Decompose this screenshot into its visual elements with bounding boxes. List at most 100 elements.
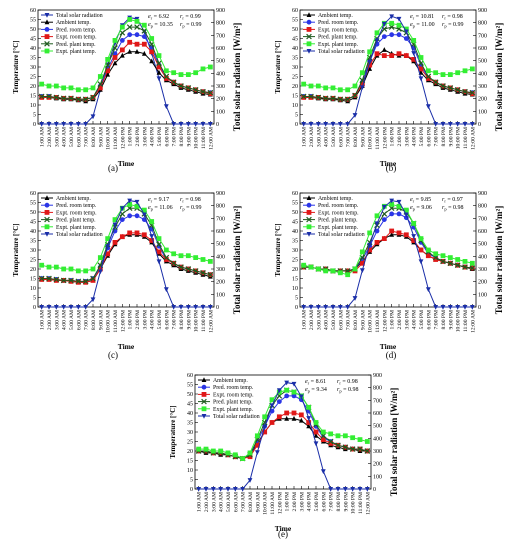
x-tick-label: 10:00 AM [106, 310, 112, 333]
data-point [367, 59, 373, 65]
legend-label: Expt. plant temp. [56, 225, 96, 231]
data-point [247, 450, 253, 456]
data-point [193, 305, 199, 310]
y-tick-label: 15 [30, 277, 36, 283]
y-tick-label: 50 [30, 210, 36, 216]
data-point [44, 210, 50, 215]
data-point [185, 85, 192, 91]
y2-tick-label: 0 [478, 122, 481, 128]
data-point [83, 279, 89, 285]
y-tick-label: 15 [30, 94, 36, 100]
data-point [291, 381, 297, 387]
data-point [306, 416, 312, 421]
data-point [411, 57, 417, 62]
x-tick-label: 1:00 PM [390, 310, 396, 329]
data-point [193, 70, 199, 76]
x-tick-label: 12:00 AM [470, 310, 476, 333]
stat-value: 10.35 [159, 22, 173, 28]
data-point [112, 45, 118, 51]
data-point [403, 53, 409, 58]
data-point [381, 204, 387, 210]
data-point [301, 305, 307, 310]
data-point [149, 36, 155, 41]
data-point [469, 91, 475, 96]
data-point [97, 269, 103, 275]
data-point [345, 305, 351, 310]
data-point [201, 392, 207, 397]
data-point [112, 55, 118, 60]
data-point [381, 211, 388, 217]
x-tick-label: 1:00 AM [302, 127, 308, 147]
data-point [357, 437, 363, 442]
data-point [112, 51, 118, 57]
data-point [97, 74, 103, 79]
data-point [389, 232, 395, 237]
chart-panel-d: 0510152025303540455055600100200300400500… [274, 191, 504, 360]
data-point [322, 95, 329, 102]
data-point [389, 202, 395, 207]
data-point [53, 83, 59, 89]
x-tick-label: 11:00 AM [270, 492, 276, 515]
data-point [68, 277, 74, 284]
y2-tick-label: 600 [478, 46, 487, 52]
series-line [41, 234, 211, 283]
data-point [284, 393, 290, 399]
x-tick-label: 6:00 PM [426, 127, 432, 146]
data-point [425, 68, 431, 74]
data-point [201, 398, 207, 405]
data-point [411, 38, 417, 43]
data-point [313, 420, 319, 425]
legend-label: Pred. plant temp. [318, 35, 358, 41]
data-point [367, 242, 373, 248]
y-axis-title: Temperature [°C] [12, 223, 20, 276]
y-tick-label: 10 [292, 103, 298, 109]
panel-caption: (c) [108, 350, 118, 360]
data-point [403, 36, 409, 41]
data-point [149, 219, 155, 224]
x-tick-label: 4:00 PM [412, 127, 418, 146]
legend-label: Total solar radiation [318, 49, 365, 55]
data-point [381, 47, 387, 52]
x-tick-label: 5:00 PM [419, 127, 425, 146]
data-point [61, 266, 67, 272]
y2-tick-label: 800 [216, 21, 225, 27]
data-point [134, 213, 140, 219]
data-point [440, 122, 446, 127]
data-point [440, 72, 446, 77]
stat-value: 9.85 [421, 197, 432, 203]
x-tick-label: 2:00 PM [135, 310, 141, 329]
data-point [46, 275, 52, 282]
data-point [156, 64, 162, 70]
y2-tick-label: 400 [478, 71, 487, 77]
data-point [82, 96, 89, 103]
data-point [149, 238, 155, 243]
data-point [178, 264, 184, 270]
series-0 [39, 232, 213, 285]
x-tick-label: 6:00 AM [76, 310, 82, 330]
data-point [313, 433, 319, 438]
x-tick-label: 10:00 AM [368, 127, 374, 150]
y2-tick-label: 700 [216, 216, 225, 222]
x-tick-label: 4:00 AM [324, 310, 330, 330]
data-point [315, 305, 321, 310]
data-point [225, 487, 231, 492]
stat-label: rr = 0.98 [337, 379, 358, 386]
x-tick-label: 6:00 PM [164, 127, 170, 146]
data-point [357, 487, 363, 492]
stat-label: rp = 0.99 [442, 22, 463, 29]
data-point [308, 264, 314, 270]
data-point [367, 230, 373, 236]
y-tick-label: 30 [30, 248, 36, 254]
data-point [433, 251, 439, 257]
data-point [284, 380, 290, 386]
data-point [418, 55, 424, 60]
data-point [156, 249, 162, 255]
y2-tick-label: 900 [373, 373, 382, 379]
series-5 [196, 380, 370, 492]
data-point [462, 68, 468, 74]
series-line [41, 232, 211, 283]
x-tick-label: 8:00 AM [91, 127, 97, 147]
x-tick-label: 7:00 AM [241, 492, 247, 512]
data-point [315, 122, 321, 127]
data-point [342, 444, 349, 451]
